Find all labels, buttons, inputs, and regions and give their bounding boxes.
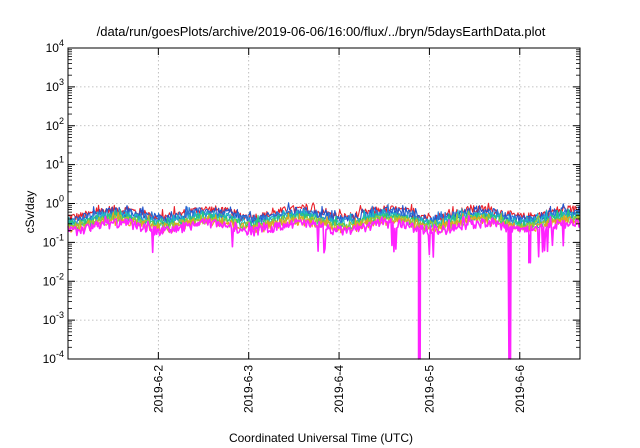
y-tick-label: 10-1: [43, 232, 64, 249]
y-tick-label: 104: [46, 38, 64, 55]
y-tick-label: 101: [46, 155, 64, 172]
x-tick-label: 2019-6-6: [513, 365, 527, 413]
x-tick-label: 2019-6-3: [242, 365, 256, 413]
x-tick-label: 2019-6-2: [151, 365, 165, 413]
plot-series: [67, 202, 581, 360]
axes: 10-4 10-3 10-2 10-1 100 101 102 103 104 2019-6-2 2…: [43, 38, 581, 413]
y-tick-label: 10-4: [43, 349, 64, 366]
data-series-line: [67, 215, 581, 360]
y-axis-label: cSv/day: [23, 191, 37, 234]
x-tick-label: 2019-6-5: [422, 365, 436, 413]
y-tick-label: 10-2: [43, 271, 64, 288]
y-tick-label: 10-3: [43, 310, 64, 327]
x-axis-label: Coordinated Universal Time (UTC): [229, 431, 413, 445]
y-tick-label: 102: [46, 116, 64, 133]
x-tick-label: 2019-6-4: [332, 365, 346, 413]
y-tick-label: 103: [46, 77, 64, 94]
chart-title: /data/run/goesPlots/archive/2019-06-06/1…: [97, 24, 546, 39]
y-tick-label: 100: [46, 194, 64, 211]
